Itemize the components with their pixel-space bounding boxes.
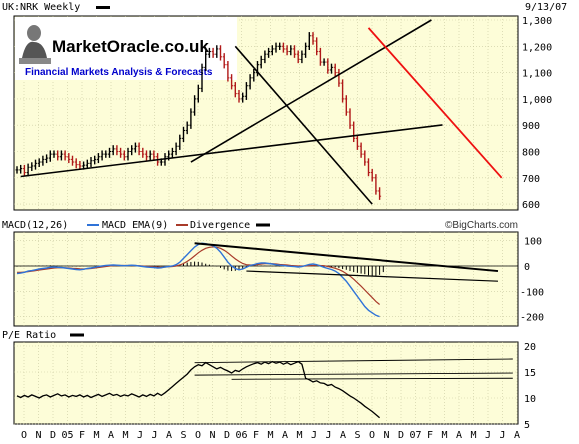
x-tick-label: A <box>108 430 114 441</box>
price-trend-line-3 <box>367 27 503 179</box>
macd-ema-legend: MACD EMA(9) <box>102 220 168 231</box>
logo-figure-base <box>19 58 51 64</box>
macd-trend-line-1 <box>246 270 499 282</box>
x-tick-label: M <box>93 430 99 441</box>
credit: ©BigCharts.com <box>445 220 518 231</box>
x-tick-label: N <box>35 430 41 441</box>
x-tick-label: A <box>340 430 346 441</box>
pe-tick-label: 15 <box>524 368 536 379</box>
x-tick-label: M <box>441 430 447 441</box>
pe-line <box>16 360 381 419</box>
price-tick-label: 800 <box>522 148 540 159</box>
x-tick-label: F <box>79 430 85 441</box>
price-trend-line-0 <box>20 124 443 178</box>
pe-tick-label: 10 <box>524 394 536 405</box>
pe-title: P/E Ratio <box>2 330 56 341</box>
macd-tick-label: 100 <box>524 237 542 248</box>
price-tick-label: 1,300 <box>522 16 552 27</box>
x-tick-label: J <box>499 430 505 441</box>
x-tick-label: F <box>427 430 433 441</box>
title-swatch <box>96 6 110 9</box>
chart-title: UK:NRK Weekly <box>2 2 81 13</box>
x-tick-label: N <box>209 430 215 441</box>
price-tick-label: 700 <box>522 174 540 185</box>
macd-tick-label: 0 <box>524 262 530 273</box>
logo-figure-icon <box>19 25 51 64</box>
pe-trend-line-2 <box>231 377 513 380</box>
logo-figure-body <box>22 41 47 58</box>
pe-trend-line-1 <box>194 372 513 376</box>
price-tick-label: 1,200 <box>522 42 552 53</box>
macd-tick-label: -100 <box>520 287 544 298</box>
x-tick-label: A <box>282 430 288 441</box>
price-trend-line-1 <box>190 19 432 163</box>
logo-figure-head <box>27 25 41 41</box>
x-tick-label: M <box>470 430 476 441</box>
macd-title: MACD(12,26) <box>2 220 68 231</box>
x-tick-label: 06 <box>235 430 247 441</box>
x-tick-label: A <box>456 430 462 441</box>
x-tick-label: J <box>151 430 157 441</box>
x-tick-label: M <box>122 430 128 441</box>
price-tick-label: 1,000 <box>522 95 552 106</box>
chart-date: 9/13/07 <box>525 2 568 13</box>
x-tick-label: N <box>383 430 389 441</box>
logo-box <box>15 17 237 80</box>
pe-tick-label: 5 <box>524 420 530 431</box>
x-tick-label: D <box>224 430 230 441</box>
x-tick-label: F <box>253 430 259 441</box>
x-tick-label: J <box>137 430 143 441</box>
x-tick-label: S <box>354 430 360 441</box>
x-tick-label: M <box>267 430 273 441</box>
price-tick-label: 1,100 <box>522 69 552 80</box>
x-tick-label: A <box>166 430 172 441</box>
x-tick-label: D <box>398 430 404 441</box>
price-trend-line-2 <box>234 45 373 205</box>
x-tick-label: O <box>195 430 201 441</box>
logo-tagline: Financial Markets Analysis & Forecasts <box>25 67 213 78</box>
x-tick-label: J <box>325 430 331 441</box>
x-tick-label: O <box>21 430 27 441</box>
x-tick-label: 07 <box>409 430 421 441</box>
x-tick-label: A <box>514 430 520 441</box>
x-tick-label: 05 <box>61 430 73 441</box>
x-tick-label: J <box>311 430 317 441</box>
macd-tick-label: -200 <box>520 313 544 324</box>
x-tick-label: J <box>485 430 491 441</box>
pe-trend-line-0 <box>194 358 513 364</box>
pe-panel <box>13 341 519 425</box>
price-tick-label: 600 <box>522 200 540 211</box>
price-tick-label: 900 <box>522 121 540 132</box>
x-tick-label: S <box>180 430 186 441</box>
x-tick-label: O <box>369 430 375 441</box>
macd-trend-line-0 <box>194 242 499 273</box>
x-tick-label: D <box>50 430 56 441</box>
divergence-legend: Divergence <box>190 220 250 231</box>
x-tick-label: M <box>296 430 302 441</box>
logo-name: MarketOracle.co.uk <box>52 37 209 56</box>
pe-tick-label: 20 <box>524 342 536 353</box>
